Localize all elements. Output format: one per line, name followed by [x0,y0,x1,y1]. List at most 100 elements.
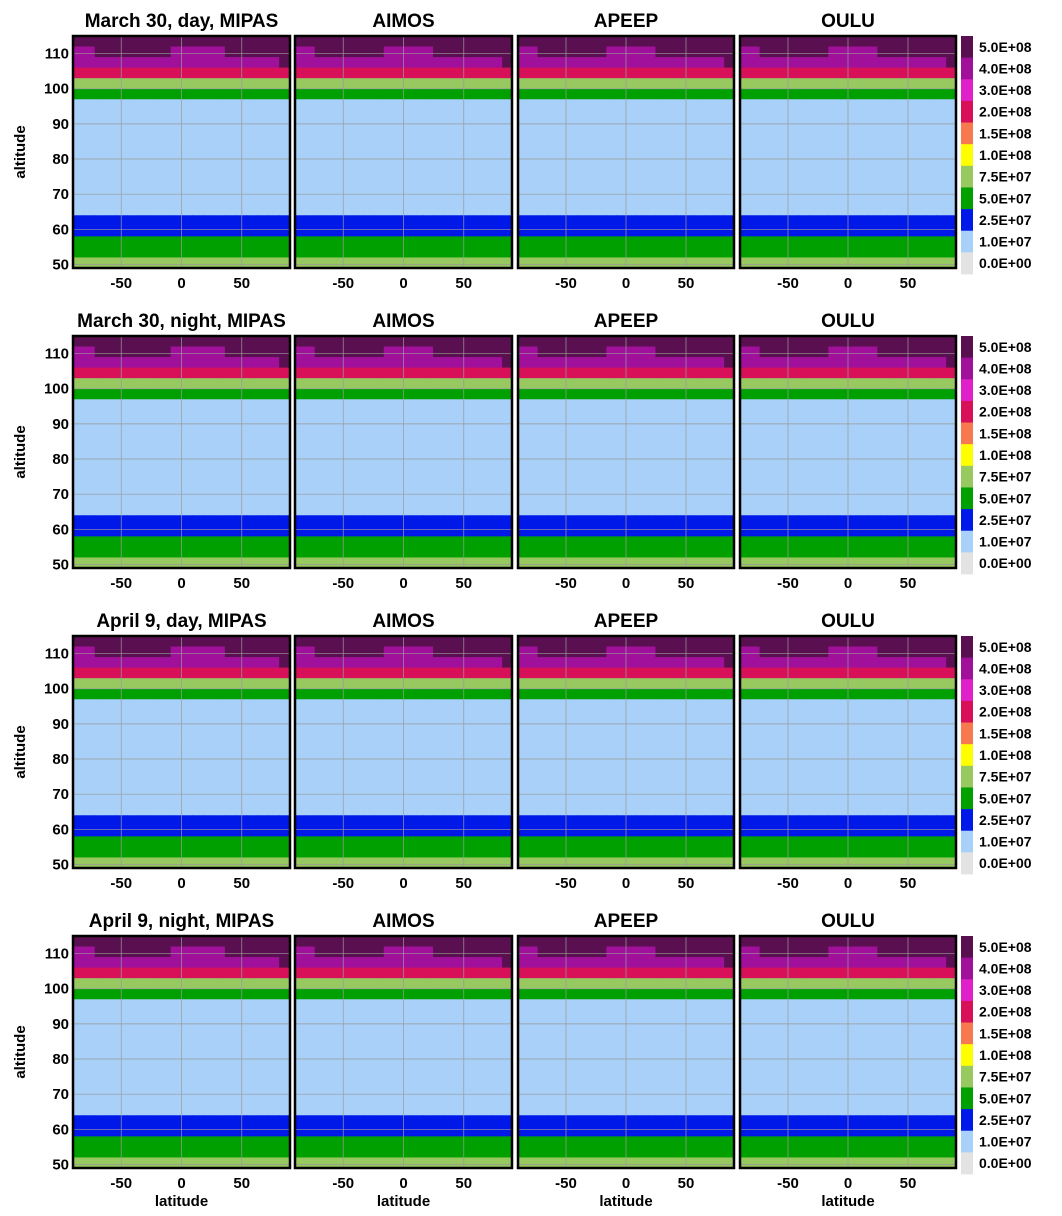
heatmap-cell [704,636,715,648]
heatmap-cell [635,215,647,227]
heatmap-cell [462,504,474,516]
heatmap-cell [828,420,839,432]
heatmap-cell [740,36,751,48]
heatmap-cell [452,346,464,358]
heatmap-cell [192,420,204,432]
heatmap-cell [482,162,493,174]
heatmap-cell [314,836,326,848]
heatmap-cell [324,525,336,537]
heatmap-cell [423,536,434,548]
heatmap-cell [897,399,908,411]
heatmap-cell [181,215,193,227]
heatmap-cell [442,836,454,848]
heatmap-cell [946,130,957,143]
heatmap-cell [214,46,226,58]
heatmap-cell [759,257,771,269]
heatmap-cell [373,515,385,527]
heatmap-cell [616,130,627,143]
heatmap-cell [148,504,161,516]
heatmap-cell [354,357,365,369]
heatmap-cell [246,420,259,432]
heatmap-cell [492,783,503,795]
heatmap-cell [887,236,898,248]
heatmap-cell [724,130,735,143]
heatmap-cell [596,130,607,143]
heatmap-cell [897,183,908,195]
heatmap-cell [492,336,503,348]
heatmap-cell [462,857,474,869]
heatmap-cell [557,173,568,185]
heatmap-cell [472,741,484,753]
heatmap-cell [364,646,375,658]
heatmap-cell [393,515,405,527]
heatmap-cell [324,246,336,259]
heatmap-cell [442,109,454,121]
heatmap-cell [779,367,790,379]
heatmap-cell [423,409,434,421]
heatmap-cell [105,141,117,153]
heatmap-cell [576,441,588,453]
heatmap-cell [684,194,696,206]
heatmap-cell [665,36,676,48]
heatmap-cell [606,636,617,648]
heatmap-cell [606,46,617,58]
heatmap-cell [127,36,139,48]
heatmap-cell [576,357,588,369]
heatmap-cell [148,183,161,195]
y-tick-label: 80 [52,751,69,768]
heatmap-cell [946,483,957,495]
heatmap-cell [344,246,355,259]
heatmap-cell [818,78,829,90]
heatmap-cell [246,46,259,58]
heatmap-cell [295,636,306,648]
heatmap-cell [383,99,395,111]
heatmap-cell [403,194,414,206]
heatmap-cell [694,152,706,164]
heatmap-cell [116,430,128,443]
heatmap-cell [373,762,385,774]
heatmap-cell [268,536,280,548]
heatmap-cell [684,46,696,58]
heatmap-cell [916,99,928,111]
heatmap-cell [537,557,549,569]
heatmap-cell [246,409,259,421]
heatmap-cell [295,346,306,358]
heatmap-cell [740,399,751,411]
heatmap-cell [452,141,464,153]
heatmap-cell [452,378,464,390]
heatmap-cell [423,46,434,58]
heatmap-cell [537,367,549,379]
heatmap-cell [224,57,237,69]
heatmap-cell [181,183,193,195]
heatmap-cell [452,536,464,548]
heatmap-cell [279,709,291,721]
heatmap-cell [203,699,215,711]
heatmap-cell [724,409,735,421]
heatmap-cell [295,173,306,185]
heatmap-cell [192,257,204,269]
heatmap-cell [304,699,316,711]
heatmap-cell [116,236,128,248]
heatmap-cell [472,236,484,248]
heatmap-cell [684,646,696,658]
heatmap-cell [492,730,503,743]
heatmap-cell [224,109,237,121]
heatmap-cell [694,525,706,537]
heatmap-cell [704,173,715,185]
heatmap-cell [214,836,226,848]
heatmap-cell [675,367,686,379]
heatmap-cell [324,346,336,358]
heatmap-cell [452,388,464,400]
heatmap-cell [635,88,647,100]
heatmap-cell [344,430,355,443]
heatmap-cell [818,525,829,537]
heatmap-cell [906,99,918,111]
heatmap-cell [334,846,345,859]
heatmap-cell [946,215,957,227]
heatmap-cell [105,336,117,348]
heatmap-cell [838,257,849,269]
heatmap-cell [203,804,215,816]
heatmap-cell [148,709,161,721]
heatmap-cell [789,88,800,100]
heatmap-cell [403,536,414,548]
